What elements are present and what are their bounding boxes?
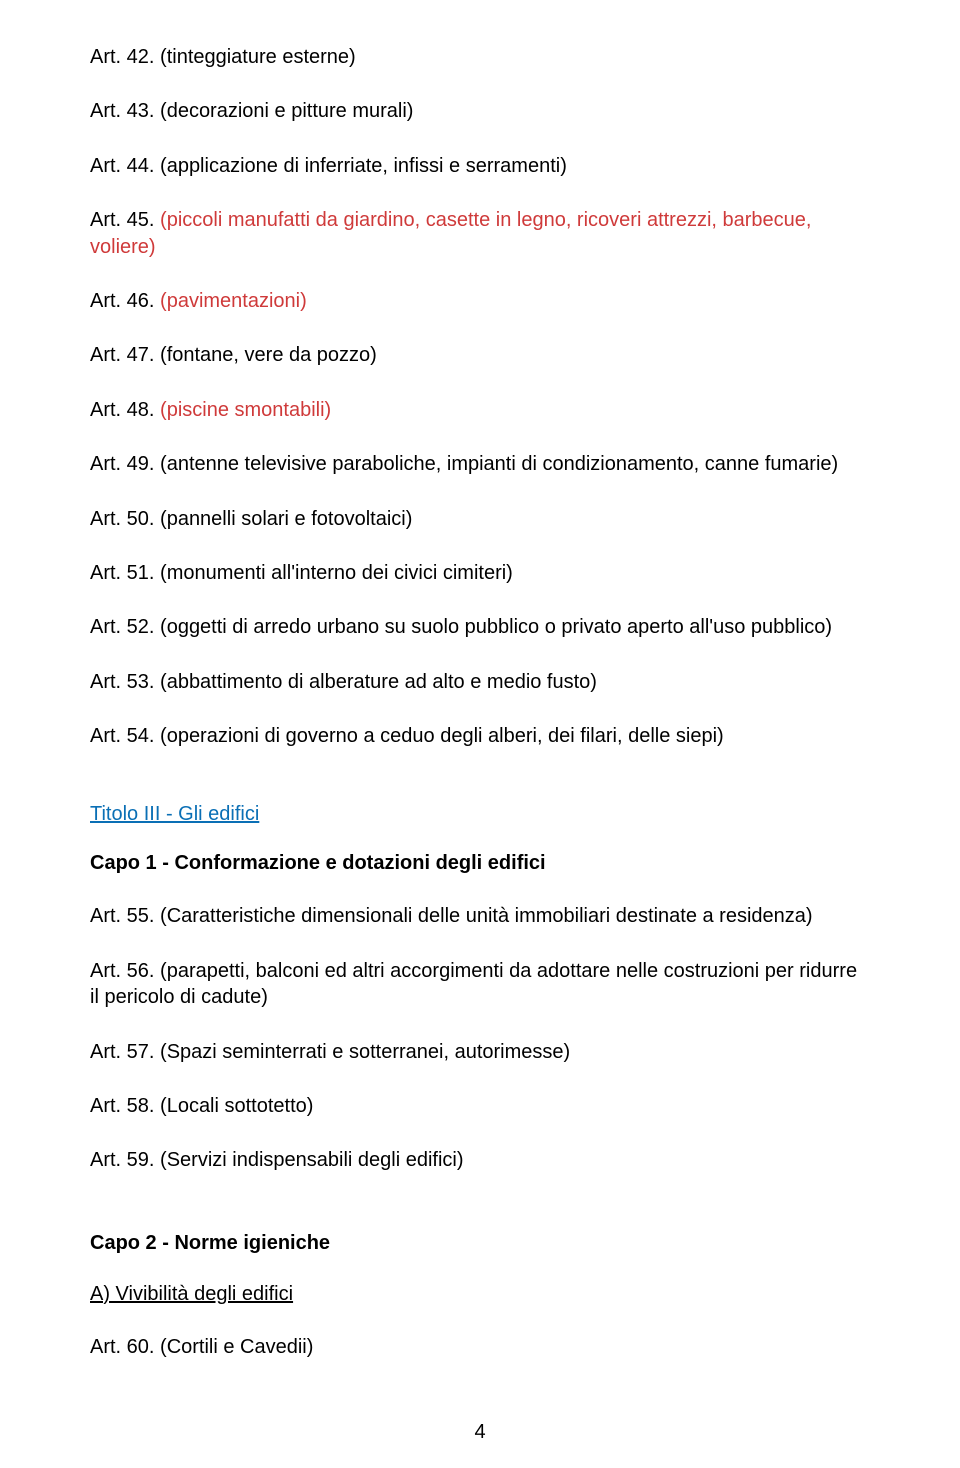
article-number: Art. 57.	[90, 1041, 160, 1063]
article-number: Art. 46.	[90, 290, 160, 312]
article-list-top: Art. 42. (tinteggiature esterne) Art. 43.…	[90, 44, 870, 749]
article-entry: Art. 50. (pannelli solari e fotovoltaici…	[90, 506, 870, 532]
article-entry: Art. 60. (Cortili e Cavedii)	[90, 1334, 870, 1360]
article-list-capo1: Art. 55. (Caratteristiche dimensionali d…	[90, 903, 870, 1173]
article-entry: Art. 56. (parapetti, balconi ed altri ac…	[90, 958, 870, 1011]
article-number: Art. 58.	[90, 1095, 160, 1117]
article-entry: Art. 54. (operazioni di governo a ceduo …	[90, 723, 870, 749]
article-entry: Art. 59. (Servizi indispensabili degli e…	[90, 1147, 870, 1173]
article-entry: Art. 58. (Locali sottotetto)	[90, 1093, 870, 1119]
article-entry: Art. 43. (decorazioni e pitture murali)	[90, 98, 870, 124]
article-number: Art. 55.	[90, 905, 160, 927]
article-number: Art. 45.	[90, 209, 160, 231]
article-title: (fontane, vere da pozzo)	[160, 344, 377, 366]
article-entry: Art. 46. (pavimentazioni)	[90, 288, 870, 314]
article-title: (antenne televisive paraboliche, impiant…	[160, 453, 838, 475]
article-title: (pavimentazioni)	[160, 290, 307, 312]
article-title: (tinteggiature esterne)	[160, 46, 356, 68]
article-title: (decorazioni e pitture murali)	[160, 100, 413, 122]
article-number: Art. 43.	[90, 100, 160, 122]
article-entry: Art. 57. (Spazi seminterrati e sotterran…	[90, 1039, 870, 1065]
article-title: (Locali sottotetto)	[160, 1095, 313, 1117]
article-entry: Art. 49. (antenne televisive paraboliche…	[90, 451, 870, 477]
capo-2-heading: Capo 2 - Norme igieniche	[90, 1232, 870, 1255]
article-number: Art. 50.	[90, 508, 160, 530]
article-title: (Servizi indispensabili degli edifici)	[160, 1149, 463, 1171]
article-list-capo2: Art. 60. (Cortili e Cavedii)	[90, 1334, 870, 1360]
document-page: Art. 42. (tinteggiature esterne) Art. 43.…	[0, 0, 960, 1468]
article-entry: Art. 53. (abbattimento di alberature ad …	[90, 669, 870, 695]
article-title: (piccoli manufatti da giardino, casette …	[90, 209, 811, 257]
article-number: Art. 59.	[90, 1149, 160, 1171]
article-number: Art. 60.	[90, 1336, 160, 1358]
titolo-3-link[interactable]: Titolo III - Gli edifici	[90, 803, 870, 826]
article-number: Art. 53.	[90, 671, 160, 693]
page-number: 4	[0, 1421, 960, 1444]
article-entry: Art. 47. (fontane, vere da pozzo)	[90, 342, 870, 368]
article-title: (piscine smontabili)	[160, 399, 331, 421]
article-number: Art. 49.	[90, 453, 160, 475]
article-number: Art. 47.	[90, 344, 160, 366]
article-entry: Art. 42. (tinteggiature esterne)	[90, 44, 870, 70]
article-title: (parapetti, balconi ed altri accorgiment…	[90, 960, 857, 1008]
capo-1-heading: Capo 1 - Conformazione e dotazioni degli…	[90, 852, 870, 875]
article-number: Art. 44.	[90, 155, 160, 177]
article-title: (Caratteristiche dimensionali delle unit…	[160, 905, 813, 927]
article-entry: Art. 55. (Caratteristiche dimensionali d…	[90, 903, 870, 929]
article-number: Art. 42.	[90, 46, 160, 68]
article-title: (Spazi seminterrati e sotterranei, autor…	[160, 1041, 570, 1063]
article-number: Art. 54.	[90, 725, 160, 747]
article-title: (abbattimento di alberature ad alto e me…	[160, 671, 597, 693]
article-entry: Art. 48. (piscine smontabili)	[90, 397, 870, 423]
section-a-heading: A) Vivibilità degli edifici	[90, 1283, 870, 1306]
article-title: (Cortili e Cavedii)	[160, 1336, 313, 1358]
article-entry: Art. 52. (oggetti di arredo urbano su su…	[90, 614, 870, 640]
article-title: (applicazione di inferriate, infissi e s…	[160, 155, 567, 177]
article-number: Art. 52.	[90, 616, 160, 638]
article-title: (operazioni di governo a ceduo degli alb…	[160, 725, 724, 747]
article-number: Art. 56.	[90, 960, 160, 982]
article-entry: Art. 51. (monumenti all'interno dei civi…	[90, 560, 870, 586]
article-number: Art. 48.	[90, 399, 160, 421]
article-title: (monumenti all'interno dei civici cimite…	[160, 562, 513, 584]
article-entry: Art. 45. (piccoli manufatti da giardino,…	[90, 207, 870, 260]
article-entry: Art. 44. (applicazione di inferriate, in…	[90, 153, 870, 179]
article-title: (pannelli solari e fotovoltaici)	[160, 508, 412, 530]
article-title: (oggetti di arredo urbano su suolo pubbl…	[160, 616, 832, 638]
article-number: Art. 51.	[90, 562, 160, 584]
